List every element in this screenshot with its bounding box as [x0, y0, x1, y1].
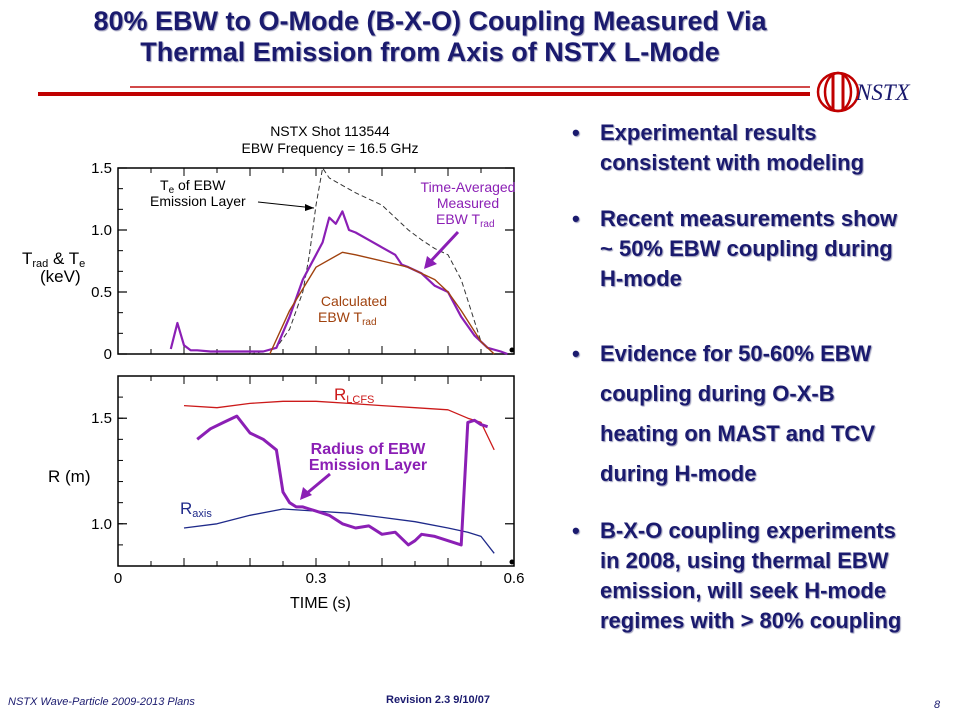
raxis-label: Raxis	[180, 499, 212, 520]
te-label-line2: Emission Layer	[150, 193, 246, 209]
bottom-y-axis-label: R (m)	[48, 467, 90, 486]
bullet-dot-icon: •	[572, 206, 580, 231]
p1-x-tick-label: 0.6	[504, 570, 525, 587]
top-y-axis-unit: (keV)	[40, 267, 81, 286]
bullet-line: coupling during O-X-B	[600, 381, 835, 406]
title-rule-thick	[38, 92, 810, 96]
radius-label-line1: Radius of EBW	[311, 441, 427, 458]
title-rule-thin	[130, 86, 810, 88]
top-y-axis-label: Trad & Te	[22, 249, 85, 270]
p1-y-tick-label: 1.0	[91, 516, 112, 533]
p1-series-line	[196, 414, 489, 547]
bottom-x-axis-label: TIME (s)	[290, 595, 351, 612]
rlcfs-label: RLCFS	[334, 385, 374, 406]
bullet-line: ~ 50% EBW coupling during	[600, 236, 893, 261]
bullet-line: H-mode	[600, 266, 682, 291]
radius-pointer	[305, 472, 331, 496]
measured-label-line3: EBW Trad	[436, 211, 495, 230]
p0-y-tick-label: 0	[104, 346, 112, 363]
top-chart-title: NSTX Shot 113544	[270, 123, 390, 139]
bottom-end-marker	[509, 559, 515, 565]
bullet-line: emission, will seek H-mode	[600, 578, 887, 603]
figure-panels: NSTX Shot 113544 EBW Frequency = 16.5 GH…	[22, 123, 525, 612]
page-number: 8	[934, 699, 941, 711]
p1-x-tick-label: 0.3	[306, 570, 327, 587]
te-arrowhead	[305, 204, 314, 211]
calculated-label-line2: EBW Trad	[318, 309, 377, 328]
bullet-line: heating on MAST and TCV	[600, 421, 875, 446]
bullet-item: • B-X-O coupling experiments in 2008, usi…	[572, 516, 952, 636]
p0-y-tick-label: 1.0	[91, 222, 112, 239]
bullet-line: regimes with > 80% coupling	[600, 608, 902, 633]
measured-arrowhead	[424, 256, 437, 269]
top-chart-subtitle: EBW Frequency = 16.5 GHz	[241, 140, 418, 156]
calculated-label-line1: Calculated	[321, 293, 387, 309]
bullet-line: Evidence for 50-60% EBW	[600, 341, 872, 366]
measured-label-line1: Time-Averaged	[421, 179, 516, 195]
radius-arrowhead	[300, 487, 312, 500]
chart-bottom-panel: 1.0 1.5 0 0.3 0.6 R (m) TIME (s) RLCFS Raxis…	[48, 375, 525, 612]
bullet-line: Experimental results	[600, 120, 817, 145]
measured-pointer	[428, 230, 460, 264]
nstx-logo-icon	[816, 71, 860, 113]
bullet-dot-icon: •	[572, 341, 580, 366]
measured-label-line2: Measured	[437, 195, 499, 211]
p1-series-line	[183, 400, 495, 451]
top-end-marker	[509, 347, 515, 353]
p1-series-line	[183, 508, 495, 554]
title-line-2: Thermal Emission from Axis of NSTX L-Mod…	[140, 37, 720, 67]
p0-y-tick-label: 1.5	[91, 160, 112, 177]
radius-label-line2: Emission Layer	[309, 457, 427, 474]
p0-y-tick-label: 0.5	[91, 284, 112, 301]
bullet-line: in 2008, using thermal EBW	[600, 548, 889, 573]
p0-series-line	[169, 210, 508, 356]
bullet-line: during H-mode	[600, 461, 757, 486]
footer-presentation-name: NSTX Wave-Particle 2009-2013 Plans	[8, 696, 195, 708]
p0-series-line	[249, 167, 495, 355]
bullet-item: • Experimental results consistent with mo…	[572, 118, 952, 178]
p1-y-tick-label: 1.5	[91, 410, 112, 427]
chart-top-panel: NSTX Shot 113544 EBW Frequency = 16.5 GH…	[22, 123, 515, 363]
p1-x-tick-label: 0	[114, 570, 122, 587]
logo-label: NSTX	[856, 80, 910, 105]
slide-title: 80% EBW to O-Mode (B-X-O) Coupling Measu…	[0, 6, 860, 68]
bullet-item: • Recent measurements show ~ 50% EBW coup…	[572, 204, 952, 294]
title-line-1: 80% EBW to O-Mode (B-X-O) Coupling Measu…	[93, 6, 767, 36]
bullet-dot-icon: •	[572, 518, 580, 543]
bullet-dot-icon: •	[572, 120, 580, 145]
bullet-line: Recent measurements show	[600, 206, 898, 231]
te-label-line1: Te of EBW	[160, 177, 226, 196]
bullet-item: • Evidence for 50-60% EBW coupling during…	[572, 334, 952, 494]
p0-series-line	[269, 251, 495, 355]
bullet-line: B-X-O coupling experiments	[600, 518, 896, 543]
te-pointer	[257, 201, 315, 209]
bullet-line: consistent with modeling	[600, 150, 865, 175]
footer-revision: Revision 2.3 9/10/07	[386, 694, 490, 706]
